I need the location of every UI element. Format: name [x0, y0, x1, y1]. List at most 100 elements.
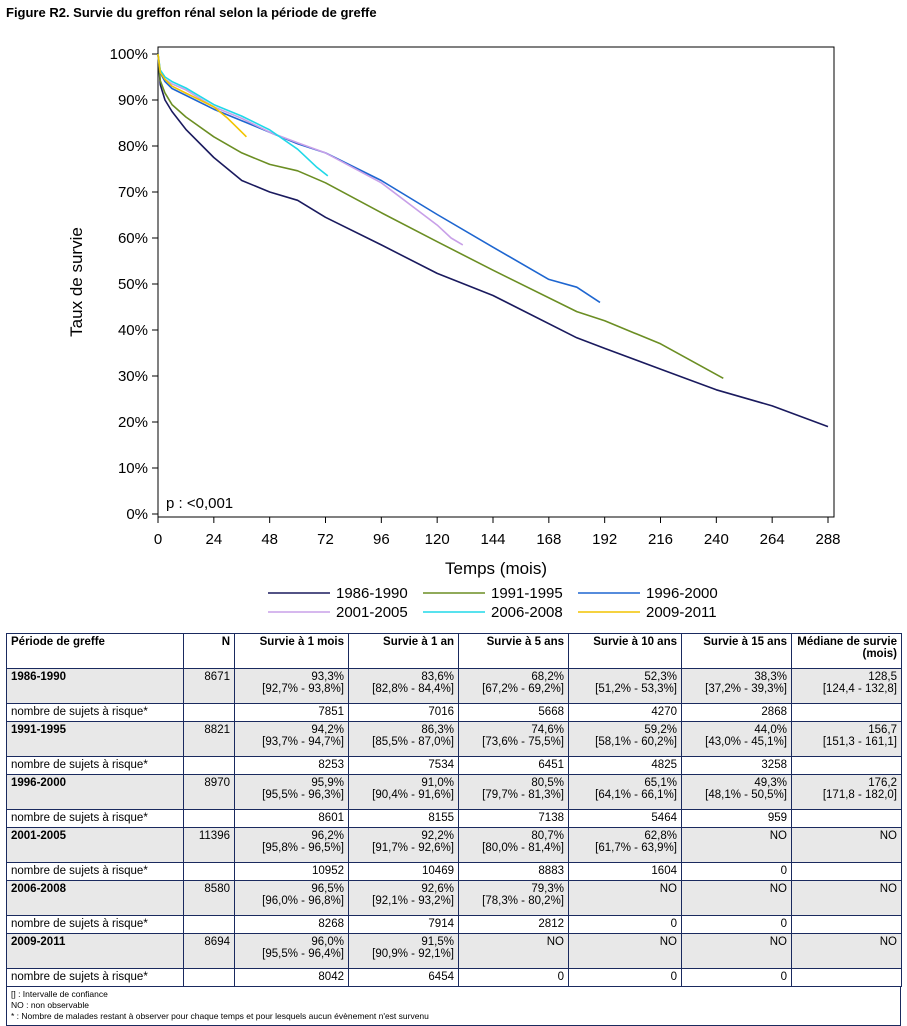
risk-label-cell: nombre de sujets à risque*: [6, 703, 184, 722]
value-cell: NO: [568, 880, 682, 916]
value-text: 92,6%: [421, 883, 454, 895]
y-tick-label: 20%: [118, 414, 148, 431]
ci-text: [51,2% - 53,3%]: [595, 683, 677, 695]
series-line-1996-2000: [157, 53, 601, 304]
table-row: 1986-1990 8671 93,3% [92,7% - 93,8%] 83,6% [8…: [6, 668, 902, 704]
value-cell: 92,2% [91,7% - 92,6%]: [348, 827, 459, 863]
value-cell: NO: [458, 933, 569, 969]
value-cell: 65,1% [64,1% - 66,1%]: [568, 774, 682, 810]
value-text: NO: [769, 883, 787, 895]
empty-cell: [183, 968, 235, 987]
value-text: 96,2%: [311, 830, 344, 842]
empty-cell: [183, 703, 235, 722]
ci-text: [91,7% - 92,6%]: [372, 842, 454, 854]
risk-cell: 8601: [234, 809, 349, 828]
risk-cell: 7138: [458, 809, 569, 828]
table-row: 2001-2005 11396 96,2% [95,8% - 96,5%] 92,2%[…: [6, 827, 902, 863]
value-text: 94,2%: [311, 724, 344, 736]
value-cell: NO: [791, 880, 902, 916]
y-tick-label: 90%: [118, 92, 148, 109]
risk-row: nombre de sujets à risque* 8268 7914 2812 0 0: [6, 915, 902, 934]
column-header: Survie à 5 ans: [458, 633, 569, 669]
note-line: [] : Intervalle de confiance: [11, 989, 108, 999]
ci-text: [92,1% - 93,2%]: [372, 895, 454, 907]
column-header: N: [183, 633, 235, 669]
x-tick-label: 264: [760, 531, 785, 548]
n-cell: 8580: [183, 880, 235, 916]
period-cell: 1996-2000: [6, 774, 184, 810]
value-text: 52,3%: [644, 671, 677, 683]
value-cell: 128,5 [124,4 - 132,8]: [791, 668, 902, 704]
survival-chart: 0% 10% 20% 30% 40% 50% 60% 70% 80% 90% 100% 0 24 48 7…: [67, 46, 841, 621]
x-axis-title: Temps (mois): [445, 559, 547, 578]
ci-text: [95,5% - 96,4%]: [262, 948, 344, 960]
value-text: 49,3%: [754, 777, 787, 789]
value-text: NO: [879, 883, 897, 895]
x-tick-label: 96: [373, 531, 390, 548]
risk-cell: 6451: [458, 756, 569, 775]
risk-label-cell: nombre de sujets à risque*: [6, 968, 184, 987]
value-cell: NO: [791, 827, 902, 863]
risk-cell: 4270: [568, 703, 682, 722]
x-tick-label: 120: [425, 531, 450, 548]
value-text: 86,3%: [421, 724, 454, 736]
risk-cell: 8253: [234, 756, 349, 775]
value-text: NO: [879, 830, 897, 842]
legend: 1986-1990 1991-1995 1996-2000 2001-2005 2006…: [268, 585, 718, 621]
value-cell: NO: [681, 880, 792, 916]
risk-cell: [791, 915, 902, 934]
ci-text: [61,7% - 63,9%]: [595, 842, 677, 854]
y-tick-label: 0%: [126, 506, 148, 523]
legend-label: 2001-2005: [336, 604, 408, 621]
value-text: 83,6%: [421, 671, 454, 683]
value-text: 93,3%: [311, 671, 344, 683]
x-tick-label: 288: [815, 531, 840, 548]
value-cell: 83,6% [82,8% - 84,4%]: [348, 668, 459, 704]
value-cell: 92,6% [92,1% - 93,2%]: [348, 880, 459, 916]
x-tick-label: 216: [648, 531, 673, 548]
risk-row: nombre de sujets à risque* 8042 6454 0 0 0: [6, 968, 902, 987]
ci-text: [48,1% - 50,5%]: [705, 789, 787, 801]
table-notes: [] : Intervalle de confiance NO : non ob…: [6, 987, 901, 1026]
risk-cell: 7016: [348, 703, 459, 722]
value-cell: NO: [681, 827, 792, 863]
risk-cell: 2812: [458, 915, 569, 934]
risk-cell: 7851: [234, 703, 349, 722]
note-line: * : Nombre de malades restant à observer…: [11, 1011, 429, 1021]
ci-text: [78,3% - 80,2%]: [482, 895, 564, 907]
value-cell: 96,5% [96,0% - 96,8%]: [234, 880, 349, 916]
value-text: NO: [659, 936, 677, 948]
ci-text: [67,2% - 69,2%]: [482, 683, 564, 695]
risk-cell: [791, 862, 902, 881]
value-text: 91,5%: [421, 936, 454, 948]
value-cell: 91,0% [90,4% - 91,6%]: [348, 774, 459, 810]
empty-cell: [183, 809, 235, 828]
column-header: Survie à 10 ans: [568, 633, 682, 669]
value-text: 65,1%: [644, 777, 677, 789]
y-tick-label: 60%: [118, 230, 148, 247]
risk-cell: [791, 968, 902, 987]
column-header: Survie à 1 mois: [234, 633, 349, 669]
value-cell: 95,9% [95,5% - 96,3%]: [234, 774, 349, 810]
x-tick-label: 144: [480, 531, 505, 548]
value-text: NO: [769, 830, 787, 842]
ci-text: [171,8 - 182,0]: [822, 789, 897, 801]
risk-cell: 8155: [348, 809, 459, 828]
n-cell: 8671: [183, 668, 235, 704]
series-line-2006-2008: [157, 53, 329, 177]
value-text: NO: [546, 936, 564, 948]
ci-text: [85,5% - 87,0%]: [372, 736, 454, 748]
x-tick-label: 192: [592, 531, 617, 548]
ci-text: [124,4 - 132,8]: [822, 683, 897, 695]
value-text: 95,9%: [311, 777, 344, 789]
value-text: NO: [769, 936, 787, 948]
value-cell: 52,3% [51,2% - 53,3%]: [568, 668, 682, 704]
risk-cell: 2868: [681, 703, 792, 722]
legend-label: 1991-1995: [491, 585, 563, 602]
period-cell: 2009-2011: [6, 933, 184, 969]
value-cell: 96,2% [95,8% - 96,5%]: [234, 827, 349, 863]
risk-cell: 4825: [568, 756, 682, 775]
y-tick-label: 40%: [118, 322, 148, 339]
risk-cell: 8883: [458, 862, 569, 881]
risk-row: nombre de sujets à risque* 8253 7534 6451 48…: [6, 756, 902, 775]
